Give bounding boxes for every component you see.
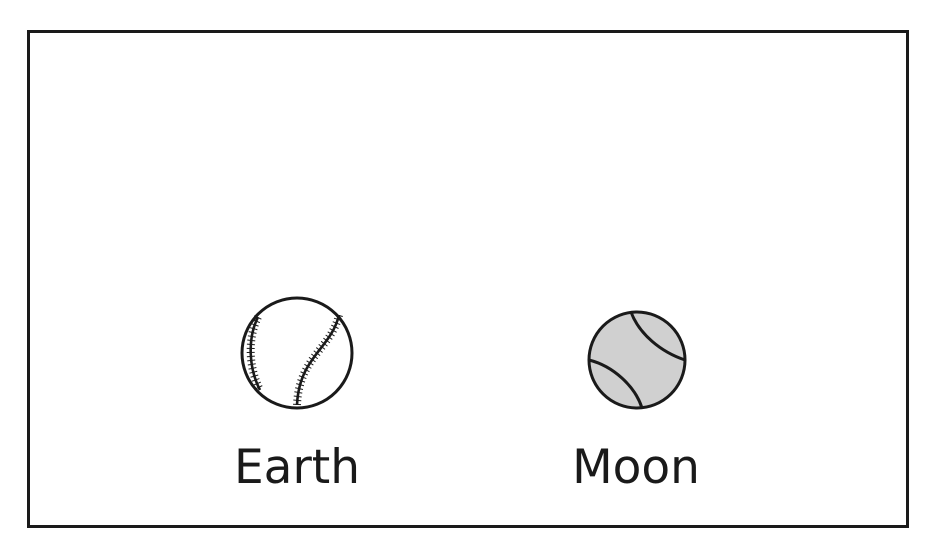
baseball-outline (240, 296, 354, 410)
moon-label: Moon (572, 440, 700, 495)
tennis-ball-top-seam (629, 311, 686, 362)
baseball-icon (240, 296, 354, 410)
tennis-ball-bottom-seam (588, 358, 644, 409)
tennis-ball-icon (587, 310, 687, 410)
diagram-frame (27, 30, 909, 528)
baseball-right-seam (295, 314, 341, 406)
baseball-left-seam-stitches (246, 315, 264, 392)
earth-label: Earth (233, 440, 361, 495)
